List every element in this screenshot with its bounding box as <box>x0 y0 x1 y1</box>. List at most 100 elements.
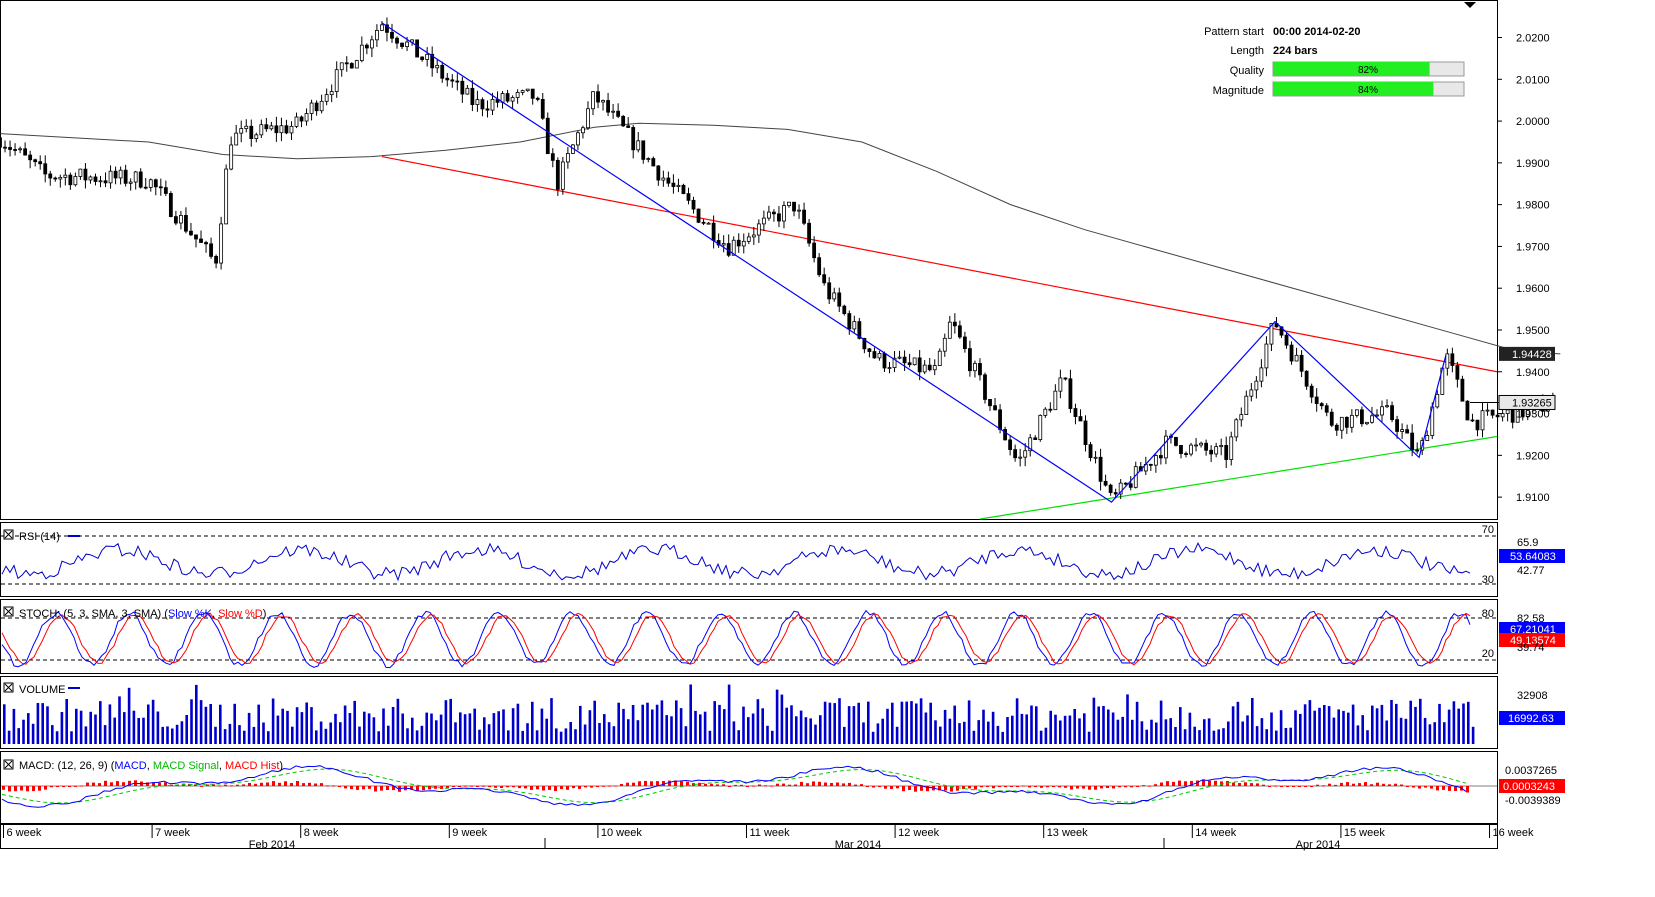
stoch-k-tag <box>1499 622 1565 636</box>
macd-hist-bar <box>878 786 881 787</box>
candle-body <box>168 193 173 217</box>
macd-hist-bar <box>848 782 851 786</box>
last-price-value: 1.93265 <box>1512 397 1552 409</box>
candle-body <box>1204 442 1209 451</box>
macd-hist-bar <box>992 786 995 789</box>
quality-label: Quality <box>1230 65 1265 77</box>
candle-body <box>1269 323 1274 345</box>
macd-hist-bar <box>782 783 785 786</box>
week-label: 8 week <box>304 827 339 839</box>
stoch-k-line <box>1 609 1471 669</box>
volume-bar <box>219 704 222 744</box>
volume-bar <box>1457 708 1460 744</box>
candle-body <box>656 165 661 181</box>
macd-hist-bar <box>758 784 761 786</box>
volume-bar <box>286 710 289 744</box>
week-label: 16 week <box>1493 827 1534 839</box>
candle-body <box>324 94 329 102</box>
volume-title: VOLUME <box>19 684 65 696</box>
candle-body <box>937 350 942 366</box>
volume-bar <box>751 713 755 744</box>
macd-hist-bar <box>1148 785 1151 787</box>
volume-bar <box>492 713 496 744</box>
candle-body <box>1098 456 1103 482</box>
volume-bar <box>963 721 966 744</box>
candle-body <box>1118 482 1123 495</box>
stoch-level-80-label: 80 <box>1482 608 1494 620</box>
candle-body <box>319 100 324 112</box>
price-tick-label: 2.0000 <box>1516 116 1550 128</box>
volume-bar <box>113 717 116 744</box>
volume-bar <box>1025 714 1028 744</box>
candle-body <box>199 238 203 243</box>
rsi-level-70-label: 70 <box>1482 524 1494 536</box>
volume-bar <box>727 684 731 744</box>
volume-bar <box>982 709 985 744</box>
macd-hist-bar <box>122 782 125 786</box>
macd-hist-bar <box>1088 786 1091 790</box>
macd-hist-bar <box>1382 783 1385 786</box>
candle-body <box>1339 416 1344 431</box>
macd-hist-bar <box>290 783 293 786</box>
candle-body <box>304 113 309 122</box>
macd-title: MACD: (12, 26, 9) (MACD, MACD Signal, MA… <box>19 760 283 772</box>
volume-bar <box>31 723 35 744</box>
candle-body <box>701 221 706 224</box>
volume-bar <box>1361 715 1364 744</box>
volume-bar <box>631 705 635 744</box>
volume-bar <box>1217 729 1220 744</box>
candle-body <box>907 362 912 366</box>
macd-hist-bar <box>1040 786 1043 788</box>
volume-bar <box>583 724 587 744</box>
macd-hist-bar <box>692 783 695 786</box>
candle-body <box>173 216 178 224</box>
volume-bar <box>1231 706 1235 744</box>
volume-bar <box>535 730 539 744</box>
macd-hist-bar <box>500 786 503 788</box>
candle-body <box>33 159 38 163</box>
candle-body <box>1028 437 1033 452</box>
volume-bar <box>166 726 169 744</box>
macd-hist-bar <box>128 780 131 786</box>
macd-hist-bar <box>1388 784 1391 786</box>
candle-body <box>1224 445 1229 460</box>
volume-bar <box>823 701 827 744</box>
volume-bar <box>646 702 649 744</box>
macd-hist-bar <box>890 786 893 789</box>
candle-body <box>917 357 922 373</box>
macd-hist-bar <box>1370 784 1373 786</box>
macd-hist-bar <box>326 785 329 787</box>
candle-body <box>626 125 631 128</box>
macd-hist-bar <box>1052 786 1055 787</box>
volume-bar <box>1126 694 1129 744</box>
candle-body <box>560 161 565 190</box>
macd-hist-bar <box>452 786 455 787</box>
candle-body <box>163 187 168 194</box>
candle-body <box>148 179 153 188</box>
volume-bar <box>876 723 880 744</box>
macd-hist-bar <box>458 786 461 787</box>
volume-bar <box>199 700 203 744</box>
volume-bar <box>919 698 923 744</box>
candle-body <box>329 91 334 96</box>
macd-hist-bar <box>914 786 917 792</box>
magnitude-value: 84% <box>1358 85 1378 96</box>
corner-arrow-icon[interactable] <box>1464 2 1476 8</box>
macd-hist-bar <box>764 785 767 787</box>
macd-hist-bar <box>1238 783 1241 786</box>
candle-body <box>0 137 2 148</box>
candle-body <box>1329 411 1334 426</box>
candle-body <box>98 180 103 183</box>
candle-body <box>576 132 580 146</box>
macd-hist-bar <box>1406 786 1409 787</box>
volume-bar <box>636 720 640 744</box>
macd-hist-bar <box>374 786 377 792</box>
volume-bar <box>161 726 164 744</box>
candle-body <box>1088 444 1093 459</box>
candle-body <box>927 364 932 371</box>
volume-bar <box>1169 718 1172 744</box>
macd-hist-bar <box>1340 782 1343 786</box>
macd-hist-bar <box>842 783 845 786</box>
candle-body <box>1495 414 1500 418</box>
macd-hist-bar <box>1100 786 1103 789</box>
